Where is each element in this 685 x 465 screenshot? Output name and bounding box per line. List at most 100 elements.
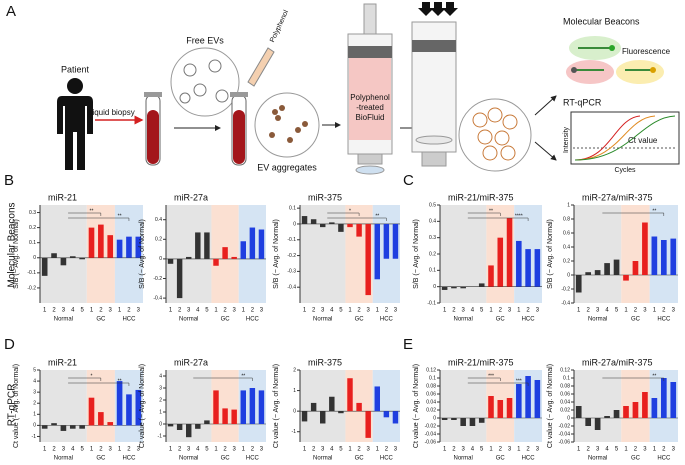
bar	[41, 257, 48, 276]
group-label: GC	[96, 317, 106, 323]
bar	[88, 397, 95, 426]
x-tick-label: 5	[339, 308, 343, 314]
y-tick-label: 0.12	[560, 367, 570, 373]
group-band	[440, 370, 487, 442]
x-tick-label: 2	[223, 447, 227, 453]
bar	[642, 222, 648, 275]
bar	[460, 418, 466, 426]
y-tick-label: 1	[293, 388, 296, 394]
x-tick-label: 2	[357, 447, 361, 453]
x-tick-label: 4	[196, 308, 200, 314]
y-tick-label: -0.4	[153, 295, 162, 301]
bar	[320, 411, 326, 424]
bar	[310, 219, 317, 224]
group-label: HCC	[522, 317, 536, 323]
y-tick-label: 1	[159, 409, 162, 415]
x-tick-label: 3	[672, 447, 676, 453]
y-tick-label: 0.3	[29, 210, 36, 216]
significance-label: ***	[516, 378, 522, 384]
bar	[240, 241, 246, 259]
bar	[98, 224, 104, 258]
y-tick-label: 0.3	[429, 235, 436, 241]
bar	[632, 261, 639, 275]
x-tick-label: 2	[127, 308, 131, 314]
aggregate-icons	[269, 105, 308, 143]
x-tick-label: 4	[71, 447, 75, 453]
y-axis-label: Ct value (− Avg. of Normal)	[139, 364, 146, 448]
chart-title: miR-27a/miR-375	[582, 357, 653, 367]
significance-label: ***	[488, 373, 494, 379]
bar	[585, 418, 592, 426]
bar	[167, 258, 174, 264]
x-tick-label: 2	[662, 308, 666, 314]
x-tick-label: 1	[242, 447, 246, 453]
x-tick-label: 2	[312, 308, 316, 314]
group-label: GC	[631, 317, 641, 323]
y-tick-label: -0.2	[287, 253, 296, 259]
chart-title: miR-21/miR-375	[448, 357, 514, 367]
group-label: GC	[355, 317, 365, 323]
group-label: HCC	[246, 456, 260, 462]
bar	[613, 410, 620, 418]
x-tick-label: 3	[394, 308, 398, 314]
bar	[534, 249, 541, 287]
panel-a: A Patient Liquid biopsy Free EVs Polyphe…	[6, 2, 680, 175]
bar	[320, 223, 326, 228]
x-tick-label: 1	[443, 447, 447, 453]
group-label: Normal	[179, 456, 198, 462]
bar-chart: miR-27a S/B (− Avg. of Normal) -0.4 -0.2 0 0.…	[139, 192, 266, 323]
chart-title: miR-27a	[174, 192, 208, 202]
bar	[534, 380, 541, 418]
y-tick-label: 0	[293, 408, 296, 414]
significance-label: **	[375, 213, 379, 219]
significance-bracket	[467, 217, 529, 221]
panel-letter: E	[403, 336, 413, 353]
x-tick-label: 1	[242, 308, 246, 314]
y-tick-label: 0.8	[563, 216, 570, 222]
bar	[126, 394, 132, 426]
x-tick-label: 1	[577, 308, 581, 314]
bar	[98, 412, 104, 426]
y-tick-label: 0.02	[426, 407, 436, 413]
y-tick-label: 0.08	[560, 383, 570, 389]
group-band	[300, 370, 346, 442]
y-tick-label: -1	[158, 433, 163, 439]
bar	[451, 418, 457, 420]
bar-chart: miR-21/miR-375 S/B (− Avg. of Normal) -0.1…	[413, 192, 542, 323]
y-tick-label: 0	[567, 415, 570, 421]
x-tick-label: 2	[99, 308, 103, 314]
beacon-icons	[566, 36, 664, 84]
x-tick-label: 1	[118, 447, 122, 453]
x-tick-label: 1	[43, 308, 47, 314]
group-label: HCC	[122, 456, 136, 462]
x-tick-label: 1	[214, 447, 218, 453]
bar	[176, 424, 183, 430]
bar	[240, 390, 246, 424]
significance-label: **	[118, 213, 122, 219]
bar	[231, 409, 237, 424]
bar	[374, 223, 380, 280]
fluorescence-label: Fluorescence	[622, 47, 671, 56]
y-axis-label: S/B (− Avg. of Normal)	[273, 219, 280, 289]
bar	[451, 286, 457, 289]
x-tick-label: 5	[480, 308, 484, 314]
y-tick-label: -0.1	[27, 270, 36, 276]
bar	[374, 386, 380, 412]
group-label: GC	[496, 317, 506, 323]
pipette	[247, 47, 275, 87]
patient-icon	[57, 78, 93, 170]
x-tick-label: 2	[587, 308, 591, 314]
bar	[383, 223, 390, 259]
significance-label: **	[90, 208, 94, 214]
bar-chart: miR-375 S/B (− Avg. of Normal) -0.4 -0.3 -0.…	[273, 192, 400, 323]
x-tick-label: 1	[303, 447, 307, 453]
x-tick-label: 2	[385, 308, 389, 314]
x-tick-label: 1	[303, 308, 307, 314]
significance-bracket	[327, 217, 387, 221]
x-tick-label: 3	[536, 308, 540, 314]
x-tick-label: 1	[169, 308, 173, 314]
bar	[365, 223, 371, 296]
ev-icons	[179, 59, 229, 104]
bar	[516, 240, 522, 287]
